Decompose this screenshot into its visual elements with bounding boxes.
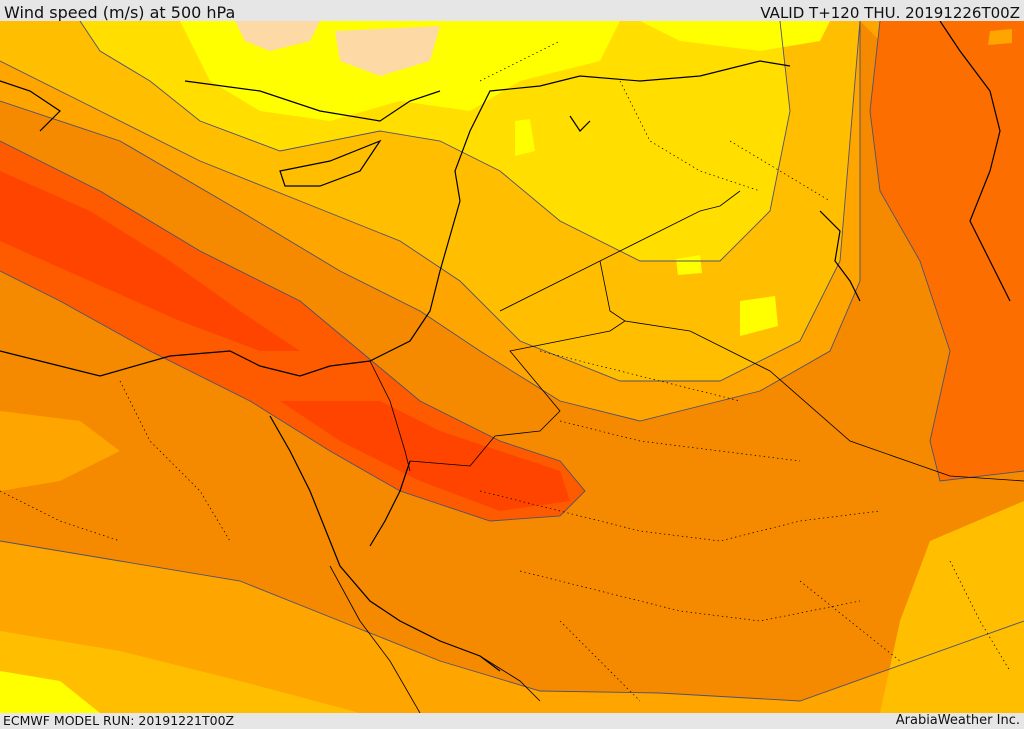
- band-yellow-blob-2: [740, 296, 778, 336]
- map-svg: [0, 21, 1024, 713]
- band-orange-light-west: [0, 411, 120, 491]
- band-yellow-sw: [0, 671, 100, 713]
- credit: ArabiaWeather Inc.: [895, 713, 1020, 728]
- header-bar: Wind speed (m/s) at 500 hPa VALID T+120 …: [0, 0, 1024, 22]
- isotach-contours: [0, 21, 1024, 702]
- band-amber-sw: [0, 631, 360, 713]
- valid-time: VALID T+120 THU. 20191226T00Z: [760, 4, 1020, 22]
- model-run: ECMWF MODEL RUN: 20191221T00Z: [3, 713, 235, 728]
- coastlines: [0, 21, 1011, 672]
- band-orange-dark-east: [870, 21, 1024, 481]
- band-red-core-west: [0, 171, 300, 351]
- country-borders: [329, 190, 1024, 713]
- wind-speed-map: [0, 21, 1024, 713]
- province-boundaries: [0, 40, 1011, 702]
- band-orange-light-south: [0, 541, 1024, 713]
- footer-bar: ECMWF MODEL RUN: 20191221T00Z ArabiaWeat…: [0, 713, 1024, 729]
- band-red-orange: [0, 141, 585, 521]
- band-yellow-blob-3: [676, 255, 702, 275]
- map-title: Wind speed (m/s) at 500 hPa: [4, 3, 236, 22]
- band-lightest-b: [335, 26, 440, 76]
- band-lightest-a: [235, 21, 320, 51]
- band-red-core-east: [280, 401, 570, 511]
- band-yellow-blob: [515, 119, 535, 156]
- band-orange-east-blob: [988, 29, 1012, 45]
